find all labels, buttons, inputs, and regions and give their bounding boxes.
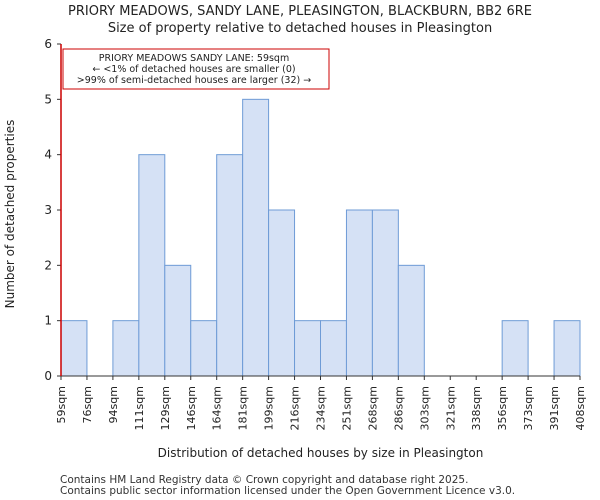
x-tick-label: 356sqm <box>496 386 509 430</box>
x-tick-label: 373sqm <box>522 386 535 430</box>
y-tick-label: 3 <box>44 203 52 217</box>
y-axis-label: Number of detached properties <box>3 120 17 309</box>
histogram-bar <box>112 320 140 377</box>
x-tick-label: 181sqm <box>237 386 250 430</box>
y-tick-label: 2 <box>44 258 52 272</box>
y-tick-label: 5 <box>44 92 52 106</box>
footer-line-1: Contains HM Land Registry data © Crown c… <box>60 474 469 486</box>
annotation-line-1: PRIORY MEADOWS SANDY LANE: 59sqm <box>99 53 289 64</box>
histogram-bar <box>164 264 192 377</box>
histogram-bar <box>397 264 425 377</box>
histogram-bar <box>242 98 270 377</box>
x-tick-label: 234sqm <box>315 386 328 430</box>
histogram-bar <box>553 320 581 377</box>
histogram-bar <box>294 320 321 377</box>
x-tick-label: 199sqm <box>263 386 276 430</box>
histogram-bar <box>60 320 88 377</box>
x-tick-label: 164sqm <box>211 386 224 430</box>
footer-line-2: Contains public sector information licen… <box>60 485 516 497</box>
x-tick-label: 338sqm <box>470 386 483 430</box>
x-tick-label: 268sqm <box>366 386 379 430</box>
chart-subtitle: Size of property relative to detached ho… <box>107 21 493 36</box>
histogram-bar <box>216 154 244 377</box>
x-tick-label: 408sqm <box>574 386 587 430</box>
x-tick-label: 59sqm <box>55 386 68 423</box>
x-tick-label: 94sqm <box>107 386 120 423</box>
y-tick-label: 6 <box>44 37 52 51</box>
x-tick-label: 146sqm <box>185 386 198 430</box>
histogram-bar <box>190 320 218 377</box>
x-tick-label: 111sqm <box>133 386 146 430</box>
histogram-bar <box>320 320 347 377</box>
y-tick-label: 0 <box>44 369 52 383</box>
histogram-bar <box>371 209 399 377</box>
y-tick-label: 4 <box>44 148 52 162</box>
annotation-line-2: ← <1% of detached houses are smaller (0) <box>92 64 295 75</box>
chart-title: PRIORY MEADOWS, SANDY LANE, PLEASINGTON,… <box>68 4 532 19</box>
x-tick-label: 216sqm <box>289 386 302 430</box>
x-tick-label: 129sqm <box>159 386 172 430</box>
histogram-bar <box>268 209 296 377</box>
y-tick-label: 1 <box>44 314 52 328</box>
x-tick-label: 251sqm <box>340 386 353 430</box>
x-tick-label: 321sqm <box>444 386 457 430</box>
histogram-bar <box>345 209 373 377</box>
histogram-bar <box>138 154 166 377</box>
annotation-box <box>62 48 330 90</box>
x-tick-label: 391sqm <box>548 386 561 430</box>
x-axis-label: Distribution of detached houses by size … <box>158 446 484 460</box>
histogram-bar <box>501 320 529 377</box>
x-tick-label: 286sqm <box>392 386 405 430</box>
x-tick-label: 303sqm <box>418 386 431 430</box>
annotation-line-3: >99% of semi-detached houses are larger … <box>77 75 311 86</box>
x-tick-label: 76sqm <box>81 386 94 423</box>
